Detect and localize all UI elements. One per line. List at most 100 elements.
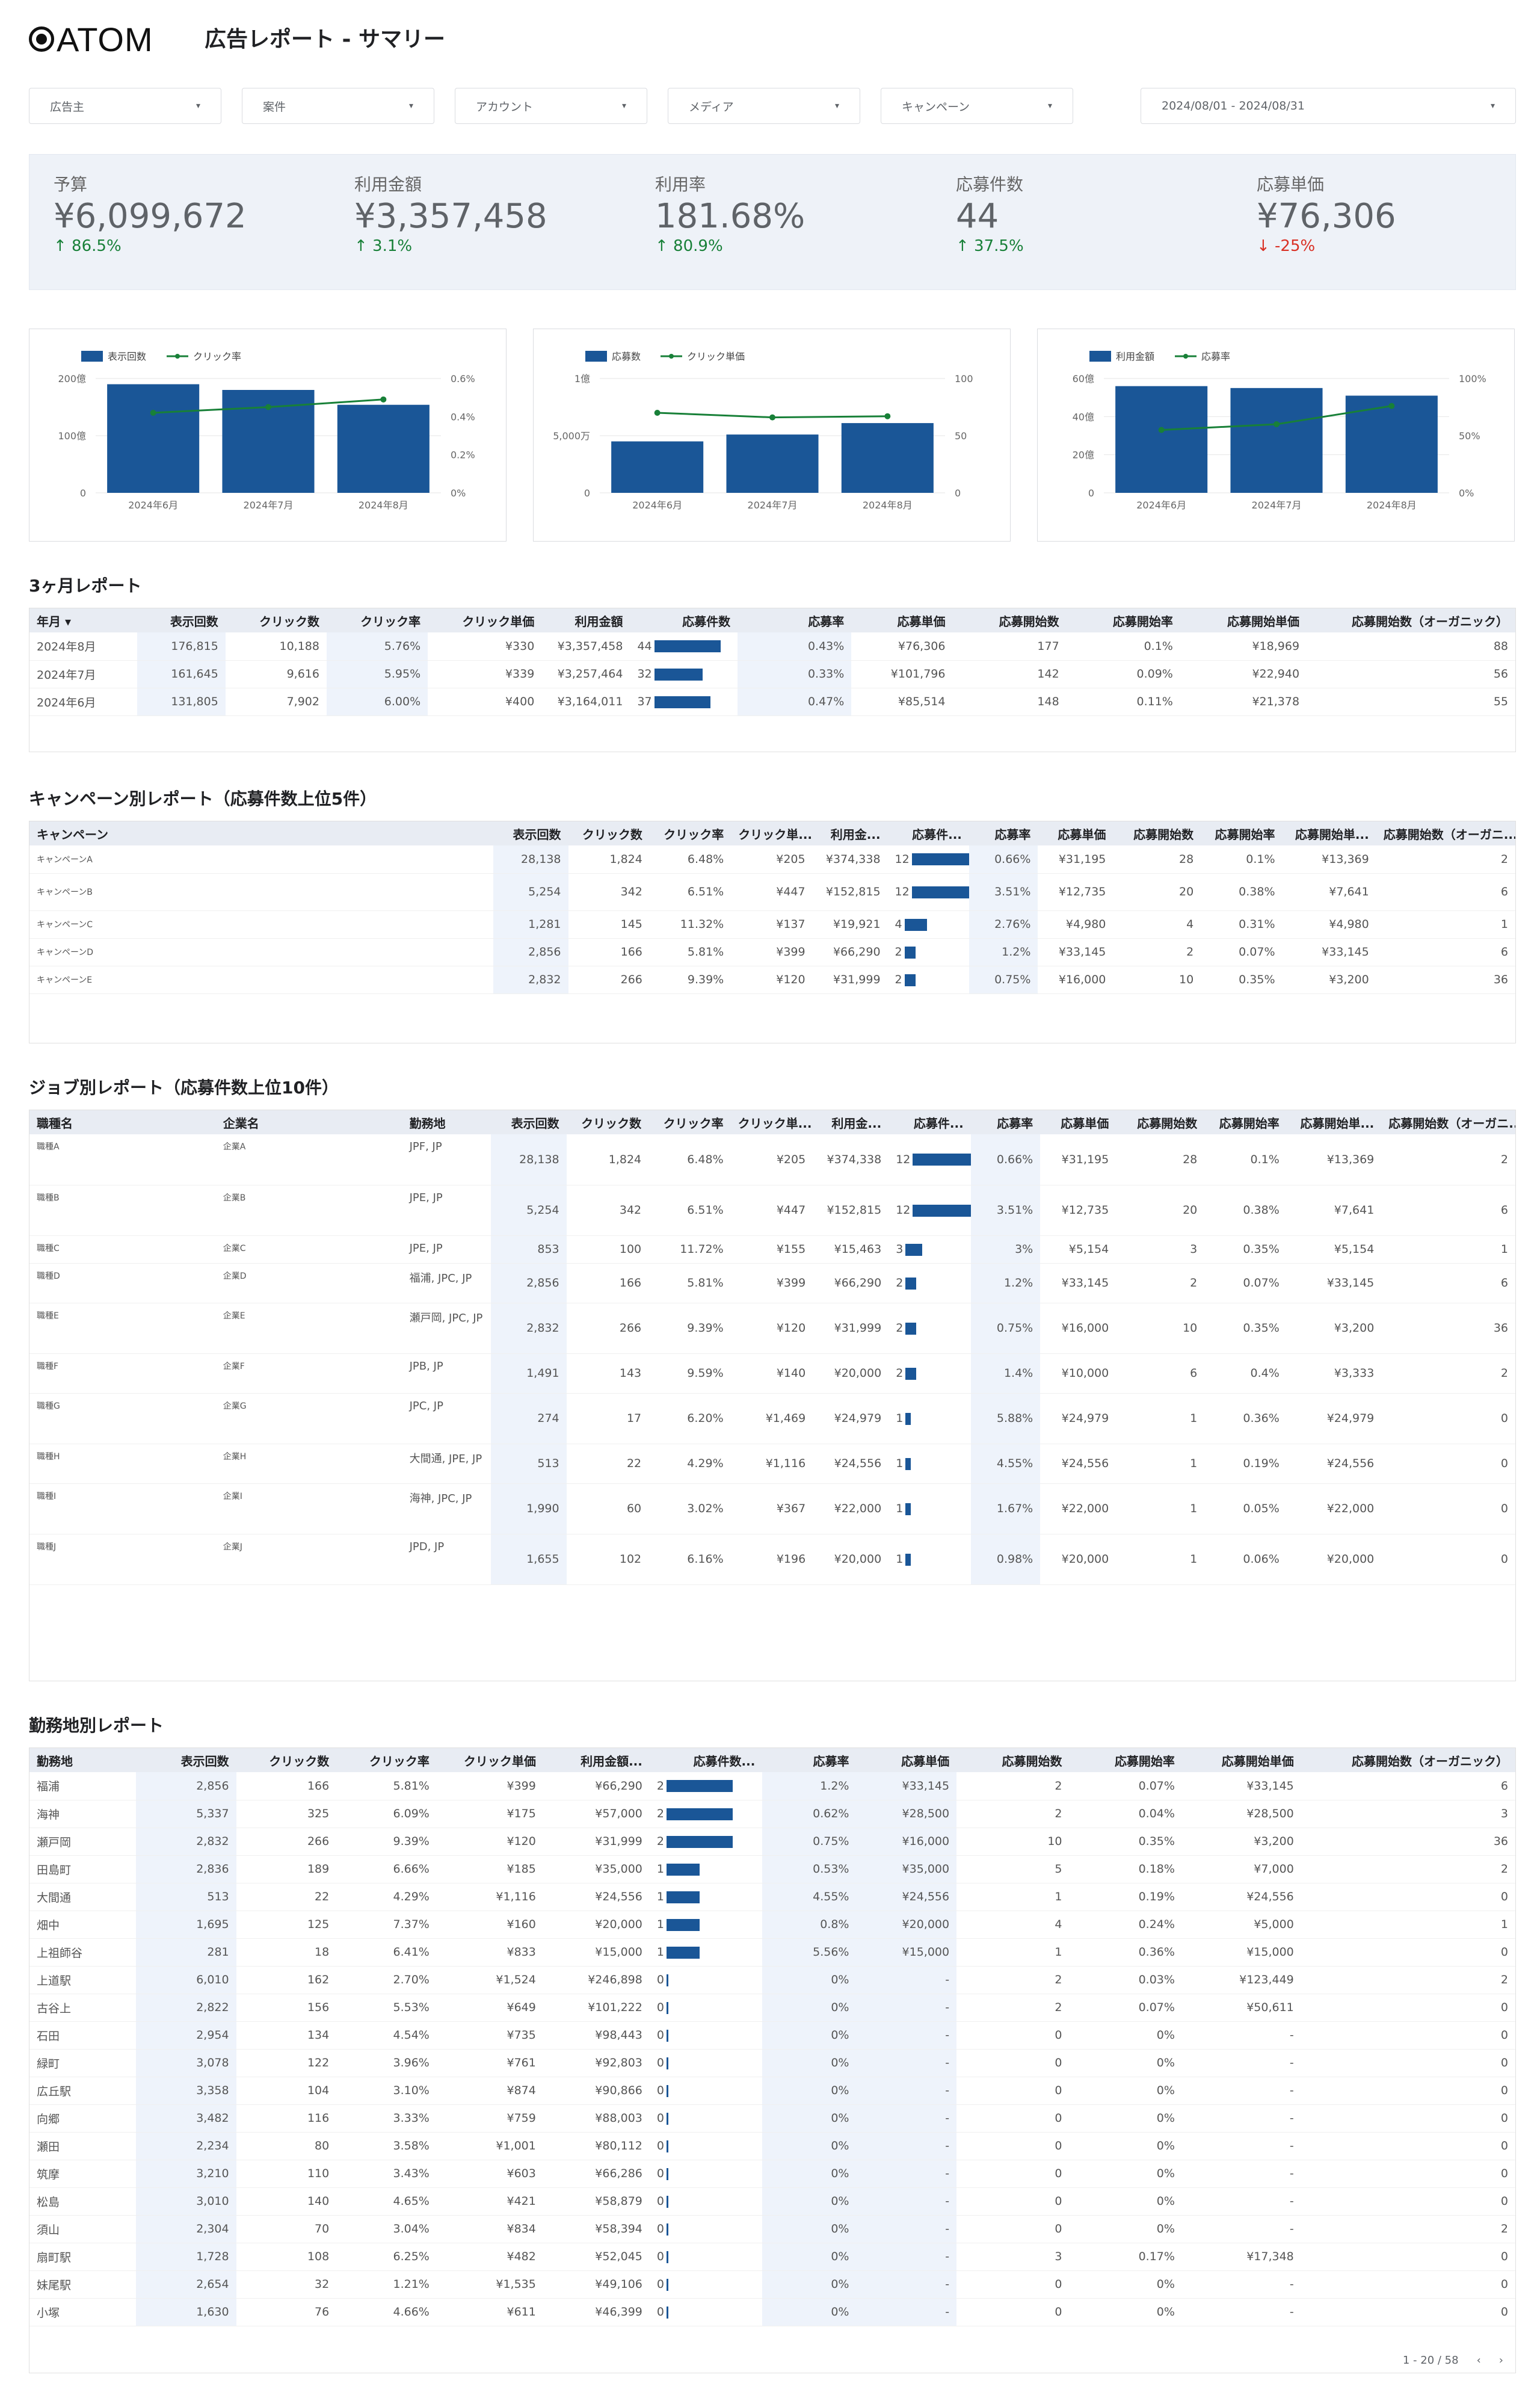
- column-header[interactable]: 応募開始単...: [1286, 1110, 1382, 1134]
- column-header[interactable]: 表示回数: [493, 821, 568, 845]
- column-header[interactable]: 勤務地: [402, 1110, 491, 1134]
- filter-dropdown[interactable]: メディア ▾: [668, 88, 860, 124]
- table-row[interactable]: 2024年6月 131,805 7,902 6.00% ¥400 ¥3,164,011 37…: [29, 688, 1515, 716]
- column-header[interactable]: 応募開始率: [1201, 821, 1283, 845]
- column-header[interactable]: クリック率: [648, 1110, 731, 1134]
- column-header[interactable]: 応募開始数（オーガニック）: [1301, 1748, 1515, 1772]
- column-header[interactable]: 応募率: [969, 821, 1038, 845]
- column-header[interactable]: クリック単...: [731, 821, 813, 845]
- column-header[interactable]: 応募開始数: [956, 1748, 1070, 1772]
- column-header[interactable]: 応募開始率: [1204, 1110, 1287, 1134]
- table-row[interactable]: 福浦 2,856 166 5.81% ¥399 ¥66,290 2 1.2% ¥33,145 2 0…: [29, 1772, 1515, 1800]
- table-row[interactable]: 妹尾駅 2,654 32 1.21% ¥1,535 ¥49,106 0 0% -0 0% -0: [29, 2270, 1515, 2299]
- column-header[interactable]: 利用金...: [813, 1110, 889, 1134]
- table-row[interactable]: 松島 3,010 140 4.65% ¥421 ¥58,879 0 0% -0 0% -0: [29, 2187, 1515, 2216]
- table-row[interactable]: 職種F 企業F JPB, JP 1,491 143 9.59% ¥140 ¥20,000 2 1.…: [29, 1353, 1515, 1394]
- column-header[interactable]: 応募開始単価: [1181, 1748, 1301, 1772]
- column-header[interactable]: クリック率: [649, 821, 732, 845]
- column-header[interactable]: 職種名: [29, 1110, 216, 1134]
- filter-dropdown[interactable]: 広告主 ▾: [29, 88, 221, 124]
- column-header[interactable]: 応募率: [970, 1110, 1041, 1134]
- table-row[interactable]: 瀬田 2,234 80 3.58% ¥1,001 ¥80,112 0 0% -0 0% -0: [29, 2132, 1515, 2160]
- column-header[interactable]: 表示回数: [136, 1748, 236, 1772]
- column-header[interactable]: 企業名: [215, 1110, 402, 1134]
- column-header[interactable]: 応募開始単...: [1282, 821, 1376, 845]
- table-row[interactable]: 職種C 企業C JPE, JP 853 100 11.72% ¥155 ¥15,463 3 3% ¥…: [29, 1235, 1515, 1264]
- table-row[interactable]: 上祖師谷 281 18 6.41% ¥833 ¥15,000 1 5.56% ¥15,000 1 0…: [29, 1938, 1515, 1967]
- filter-dropdown[interactable]: 案件 ▾: [242, 88, 434, 124]
- column-header[interactable]: 応募件...: [889, 1110, 971, 1134]
- column-header[interactable]: 応募開始単価: [1180, 608, 1307, 632]
- table-row[interactable]: 職種A 企業A JPF, JP 28,138 1,824 6.48% ¥205 ¥374,33…: [29, 1134, 1515, 1185]
- column-header[interactable]: 応募件...: [887, 821, 969, 845]
- column-header[interactable]: 利用金額: [541, 608, 630, 632]
- table-row[interactable]: キャンペーンB 5,254 342 6.51% ¥447 ¥152,815 12 3.51% ¥…: [29, 873, 1515, 911]
- column-header[interactable]: クリック数: [236, 1748, 337, 1772]
- column-header[interactable]: クリック数: [568, 821, 650, 845]
- table-row[interactable]: キャンペーンA 28,138 1,824 6.48% ¥205 ¥374,338 12 0.6…: [29, 845, 1515, 874]
- column-header[interactable]: 応募率: [738, 608, 852, 632]
- column-header[interactable]: クリック数: [225, 608, 327, 632]
- table-row[interactable]: 筑摩 3,210 110 3.43% ¥603 ¥66,286 0 0% -0 0% -0: [29, 2160, 1515, 2188]
- column-header[interactable]: クリック単価: [428, 608, 542, 632]
- table-row[interactable]: 職種H 企業H 大間通, JPE, JP 513 22 4.29% ¥1,116 ¥24,55…: [29, 1444, 1515, 1484]
- table-row[interactable]: 小塚 1,630 76 4.66% ¥611 ¥46,399 0 0% -0 0% -0: [29, 2298, 1515, 2326]
- column-header[interactable]: 応募開始数（オーガニ...: [1381, 1110, 1515, 1134]
- filter-dropdown[interactable]: アカウント ▾: [455, 88, 647, 124]
- table-row[interactable]: 職種E 企業E 瀬戸岡, JPC, JP 2,832 266 9.39% ¥120 ¥31,9…: [29, 1303, 1515, 1354]
- column-header[interactable]: 応募件数: [630, 608, 738, 632]
- table-row[interactable]: 石田 2,954 134 4.54% ¥735 ¥98,443 0 0% -0 0% -0: [29, 2021, 1515, 2050]
- column-header[interactable]: 応募開始数: [1116, 1110, 1205, 1134]
- table-row[interactable]: 扇町駅 1,728 108 6.25% ¥482 ¥52,045 0 0% -3 0.17% ¥17…: [29, 2243, 1515, 2271]
- table-row[interactable]: キャンペーンD 2,856 166 5.81% ¥399 ¥66,290 2 1.2% ¥33,…: [29, 938, 1515, 966]
- column-header[interactable]: 応募件数...: [649, 1748, 763, 1772]
- table-row[interactable]: 畑中 1,695 125 7.37% ¥160 ¥20,000 1 0.8% ¥20,000 4 0…: [29, 1911, 1515, 1939]
- column-header[interactable]: クリック率: [326, 608, 428, 632]
- column-header[interactable]: クリック率: [336, 1748, 437, 1772]
- table-row[interactable]: キャンペーンE 2,832 266 9.39% ¥120 ¥31,999 2 0.75% ¥16…: [29, 966, 1515, 994]
- table-row[interactable]: 職種D 企業D 福浦, JPC, JP 2,856 166 5.81% ¥399 ¥66,29…: [29, 1263, 1515, 1303]
- table-row[interactable]: 緑町 3,078 122 3.96% ¥761 ¥92,803 0 0% -0 0% -0: [29, 2049, 1515, 2077]
- column-header[interactable]: 表示回数: [137, 608, 226, 632]
- column-header[interactable]: クリック単価: [436, 1748, 543, 1772]
- filter-dropdown[interactable]: キャンペーン ▾: [881, 88, 1073, 124]
- column-header[interactable]: 応募開始数（オーガニ...: [1376, 821, 1515, 845]
- table-row[interactable]: 須山 2,304 70 3.04% ¥834 ¥58,394 0 0% -0 0% -2: [29, 2215, 1515, 2243]
- column-header[interactable]: 応募単価: [1040, 1110, 1116, 1134]
- table-row[interactable]: 瀬戸岡 2,832 266 9.39% ¥120 ¥31,999 2 0.75% ¥16,000…: [29, 1828, 1515, 1856]
- table-row[interactable]: 2024年7月 161,645 9,616 5.95% ¥339 ¥3,257,464 32…: [29, 660, 1515, 688]
- column-header[interactable]: 応募開始率: [1066, 608, 1180, 632]
- table-row[interactable]: 広丘駅 3,358 104 3.10% ¥874 ¥90,866 0 0% -0 0% -0: [29, 2077, 1515, 2105]
- prev-page-icon[interactable]: ‹: [1476, 2354, 1481, 2367]
- table-row[interactable]: 古谷上 2,822 156 5.53% ¥649 ¥101,222 0 0% -2 0.07% ¥5…: [29, 1994, 1515, 2022]
- table-row[interactable]: 職種I 企業I 海神, JPC, JP 1,990 60 3.02% ¥367 ¥22,000…: [29, 1483, 1515, 1534]
- table-row[interactable]: キャンペーンC 1,281 145 11.32% ¥137 ¥19,921 4 2.76% ¥4…: [29, 910, 1515, 939]
- column-header[interactable]: 応募開始率: [1069, 1748, 1182, 1772]
- column-header[interactable]: 表示回数: [490, 1110, 567, 1134]
- column-header[interactable]: 勤務地: [29, 1748, 137, 1772]
- column-header[interactable]: 応募単価: [856, 1748, 957, 1772]
- column-header[interactable]: 応募開始数（オーガニック）: [1307, 608, 1515, 632]
- column-header[interactable]: クリック単...: [730, 1110, 813, 1134]
- column-header[interactable]: 応募単価: [851, 608, 953, 632]
- column-header[interactable]: 応募単価: [1038, 821, 1113, 845]
- column-header[interactable]: 年月 ▾: [29, 608, 137, 632]
- table-row[interactable]: 向郷 3,482 116 3.33% ¥759 ¥88,003 0 0% -0 0% -0: [29, 2104, 1515, 2133]
- table-row[interactable]: 海神 5,337 325 6.09% ¥175 ¥57,000 2 0.62% ¥28,500 2…: [29, 1800, 1515, 1828]
- column-header[interactable]: クリック数: [566, 1110, 649, 1134]
- column-header[interactable]: 応募開始数: [1113, 821, 1201, 845]
- column-header[interactable]: 利用金額...: [543, 1748, 650, 1772]
- filter-dropdown[interactable]: 2024/08/01 - 2024/08/31 ▾: [1141, 88, 1516, 124]
- column-header[interactable]: 利用金...: [812, 821, 888, 845]
- table-row[interactable]: 職種B 企業B JPE, JP 5,254 342 6.51% ¥447 ¥152,815 12…: [29, 1185, 1515, 1236]
- table-row[interactable]: 田島町 2,836 189 6.66% ¥185 ¥35,000 1 0.53% ¥35,000…: [29, 1855, 1515, 1883]
- column-header[interactable]: 応募開始数: [952, 608, 1067, 632]
- table-row[interactable]: 職種G 企業G JPC, JP 274 17 6.20% ¥1,469 ¥24,979 1 5.8…: [29, 1393, 1515, 1444]
- table-row[interactable]: 大間通 513 22 4.29% ¥1,116 ¥24,556 1 4.55% ¥24,556 1…: [29, 1883, 1515, 1911]
- table-row[interactable]: 職種J 企業J JPD, JP 1,655 102 6.16% ¥196 ¥20,000 1 0.…: [29, 1534, 1515, 1585]
- column-header[interactable]: 応募率: [762, 1748, 857, 1772]
- table-row[interactable]: 上道駅 6,010 162 2.70% ¥1,524 ¥246,898 0 0% -2 0.03%…: [29, 1966, 1515, 1994]
- column-header[interactable]: キャンペーン: [29, 821, 493, 845]
- next-page-icon[interactable]: ›: [1498, 2354, 1503, 2367]
- table-row[interactable]: 2024年8月 176,815 10,188 5.76% ¥330 ¥3,357,458 4…: [29, 632, 1515, 661]
